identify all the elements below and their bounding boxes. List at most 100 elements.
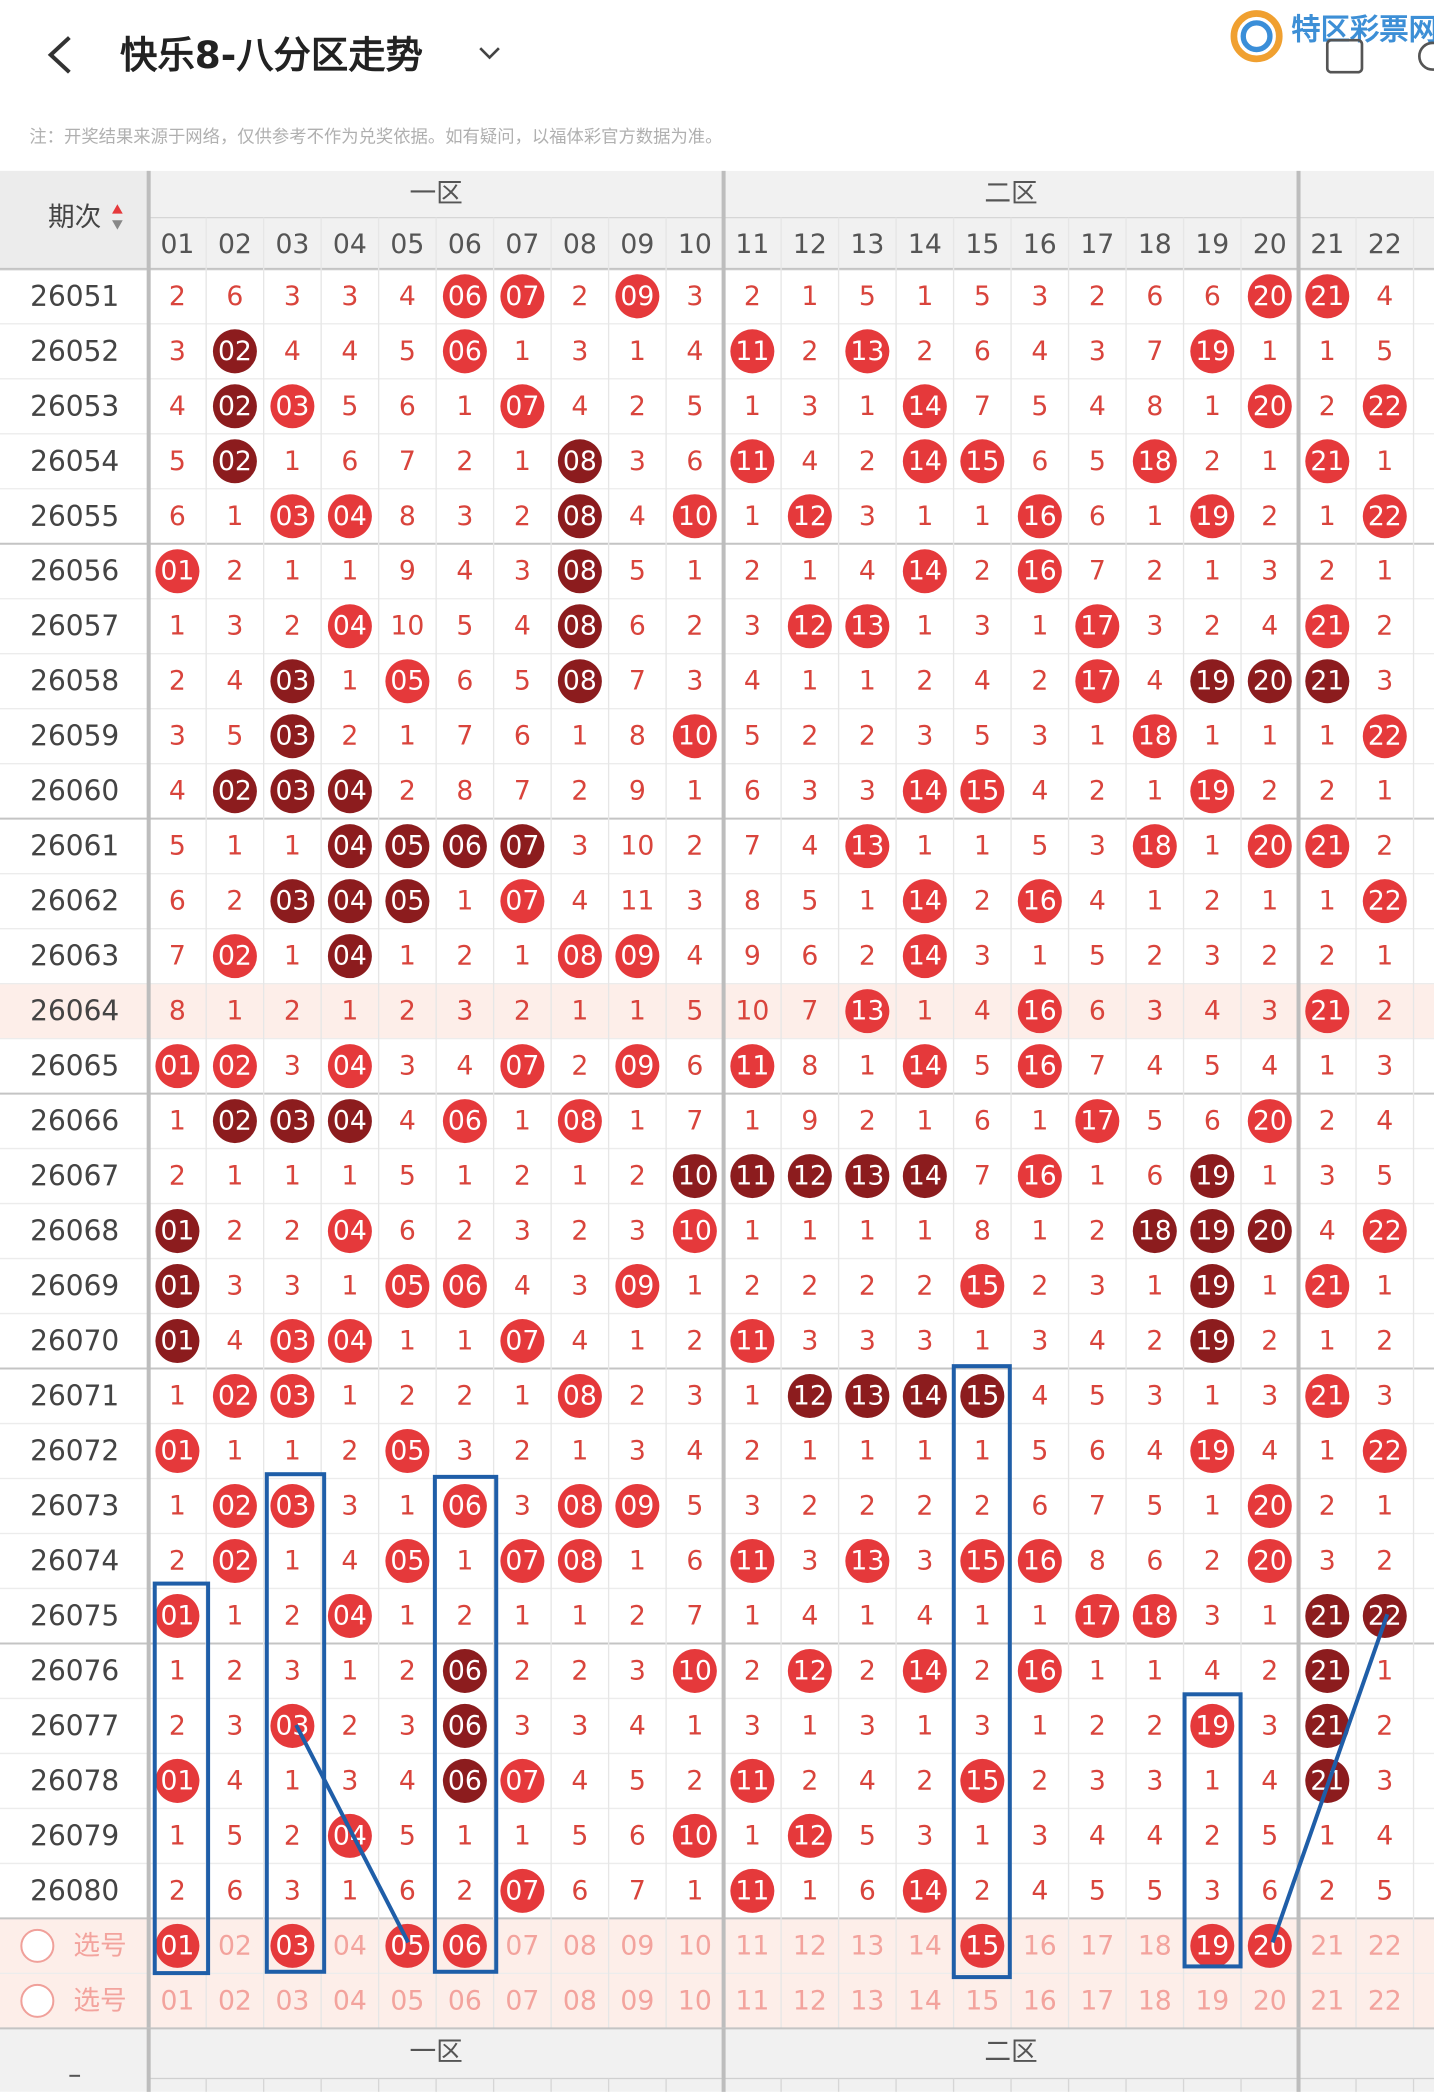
pick-number[interactable]: 09 [620,1930,654,1961]
cell-value: 1 [456,886,473,917]
pick-number[interactable]: 07 [505,1930,539,1961]
pick-number[interactable]: 19 [1195,1985,1229,2016]
share-icon[interactable] [1325,38,1364,74]
pick-number[interactable]: 03 [275,1930,309,1961]
pick-number[interactable]: 04 [333,1985,367,2016]
pick-number[interactable]: 01 [160,1985,194,2016]
sort-icon[interactable] [112,220,123,230]
number-ball [212,1044,257,1089]
pick-number[interactable]: 12 [793,1930,827,1961]
cell-value: 3 [514,1491,531,1522]
title-dropdown[interactable] [479,47,500,60]
cell-value: 04 [333,1326,367,1357]
pick-number[interactable]: 20 [1253,1985,1287,2016]
pick-number[interactable]: 10 [678,1985,712,2016]
pick-number[interactable]: 21 [1310,1985,1344,2016]
pick-number[interactable]: 02 [218,1930,252,1961]
pick-number[interactable]: 17 [1080,1930,1114,1961]
pick-number[interactable]: 19 [1195,1930,1229,1961]
cell-value: 10 [678,1161,712,1192]
cell-value: 13 [850,1381,884,1412]
column-label: 06 [448,229,482,260]
pick-number[interactable]: 02 [218,1985,252,2016]
pick-number[interactable]: 17 [1080,1985,1114,2016]
cell-value: 3 [284,281,301,312]
pick-number[interactable]: 16 [1023,1930,1057,1961]
pick-number[interactable]: 11 [735,1930,769,1961]
cell-value: 4 [1031,1875,1048,1906]
number-ball[interactable] [960,1923,1005,1968]
pick-number[interactable]: 22 [1368,1985,1402,2016]
cell-value: 6 [629,1820,646,1851]
cell-value: 05 [390,1545,424,1576]
number-ball[interactable] [155,1923,200,1968]
pick-number[interactable]: 13 [850,1985,884,2016]
number-ball [845,1538,890,1583]
cell-value: 09 [620,281,654,312]
cell-value: 01 [160,1600,194,1631]
back-button[interactable] [47,36,71,74]
pick-number[interactable]: 08 [563,1985,597,2016]
pick-number[interactable]: 08 [563,1930,597,1961]
pick-toggle[interactable] [20,1983,55,2018]
pick-number[interactable]: 10 [678,1930,712,1961]
pick-number[interactable]: 11 [735,1985,769,2016]
pick-number[interactable]: 18 [1138,1985,1172,2016]
pick-number[interactable]: 09 [620,1985,654,2016]
issue-number: 26066 [30,1105,119,1138]
cell-value: 1 [456,1326,473,1357]
number-ball [845,604,890,649]
pick-number[interactable]: 01 [160,1930,194,1961]
pick-number[interactable]: 06 [448,1985,482,2016]
cell-value: 1 [571,996,588,1027]
number-ball[interactable] [442,1923,487,1968]
more-icon[interactable] [1417,41,1434,71]
pick-number[interactable]: 22 [1368,1930,1402,1961]
pick-number[interactable]: 15 [965,1985,999,2016]
pick-number[interactable]: 07 [505,1985,539,2016]
pick-number[interactable]: 03 [275,1985,309,2016]
cell-value: 03 [275,501,309,532]
pick-number[interactable]: 20 [1253,1930,1287,1961]
number-ball[interactable] [1190,1923,1235,1968]
number-ball [212,1099,257,1144]
number-ball [1305,1703,1350,1748]
cell-value: 8 [744,886,761,917]
cell-value: 08 [563,611,597,642]
cell-value: 08 [563,1381,597,1412]
cell-value: 1 [514,941,531,972]
cell-value: 1 [859,1600,876,1631]
pick-number[interactable]: 04 [333,1930,367,1961]
cell-value: 14 [908,446,942,477]
cell-value: 7 [399,446,416,477]
number-ball [1305,1648,1350,1693]
sort-icon[interactable] [112,204,123,214]
cell-value: 4 [226,666,243,697]
cell-value: 14 [908,1051,942,1082]
pick-number[interactable]: 16 [1023,1985,1057,2016]
cell-value: 08 [563,941,597,972]
pick-number[interactable]: 05 [390,1985,424,2016]
pick-number[interactable]: 14 [908,1930,942,1961]
cell-value: 3 [284,1655,301,1686]
pick-number[interactable]: 21 [1310,1930,1344,1961]
number-ball [500,824,545,869]
number-ball[interactable] [1247,1923,1292,1968]
cell-value: 2 [514,996,531,1027]
pick-number[interactable]: 15 [965,1930,999,1961]
pick-number[interactable]: 18 [1138,1930,1172,1961]
pick-number[interactable]: 05 [390,1930,424,1961]
cell-value: 1 [974,1326,991,1357]
pick-number[interactable]: 13 [850,1930,884,1961]
cell-value: 2 [801,1765,818,1796]
pick-toggle[interactable] [20,1928,55,1963]
cell-value: 04 [333,611,367,642]
pick-number[interactable]: 06 [448,1930,482,1961]
pick-number[interactable]: 14 [908,1985,942,2016]
number-ball[interactable] [385,1923,430,1968]
cell-value: 6 [1204,281,1221,312]
cell-value: 1 [1146,1655,1163,1686]
cell-value: 4 [859,556,876,587]
pick-number[interactable]: 12 [793,1985,827,2016]
number-ball[interactable] [270,1923,315,1968]
